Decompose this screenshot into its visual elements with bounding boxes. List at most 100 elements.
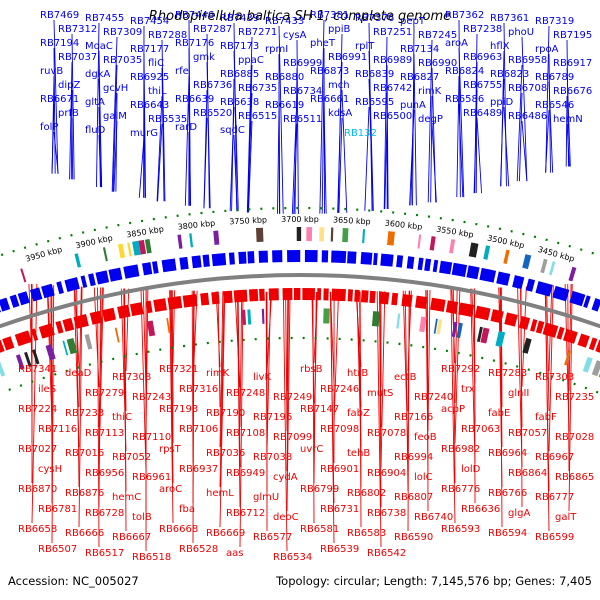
reverse-gene-label: hemC [112, 492, 141, 503]
reverse-gene-label: RB6518 [132, 552, 171, 563]
forward-gene-arrow [152, 261, 159, 274]
forward-gene-label: RB7287 [193, 24, 232, 35]
forward-gene-arrow [525, 278, 536, 292]
reverse-gene-label: rbsB [300, 364, 323, 375]
reverse-gene-label: RB6539 [320, 544, 359, 555]
leader-line [69, 61, 73, 180]
forward-gene-label: RB7173 [220, 41, 259, 52]
forward-gene-label: RB6619 [265, 100, 304, 111]
forward-cog-segment [568, 266, 577, 282]
reverse-gene-arrow [379, 291, 390, 305]
forward-cog-segment [387, 231, 395, 246]
leader-line [337, 61, 343, 213]
reverse-gene-label: RB6937 [179, 464, 218, 475]
leader-line [98, 287, 102, 508]
leader-line [161, 39, 166, 202]
tick-label: 3650 kbp [333, 215, 371, 226]
forward-gene-arrow [591, 298, 600, 312]
tick-label: 3450 kbp [537, 245, 576, 264]
forward-gene-label: RB7195 [553, 30, 592, 41]
reverse-cog-segment [241, 309, 247, 325]
leader-line [278, 81, 281, 214]
leader-line [503, 22, 507, 187]
forward-gene-label: RB6925 [130, 72, 169, 83]
forward-gene-label: RB6963 [463, 52, 502, 63]
forward-cog-segment [319, 227, 325, 242]
reverse-gene-label: RB7190 [206, 408, 245, 419]
leader-line [219, 291, 226, 528]
reverse-gene-label: fabF [535, 412, 557, 423]
leader-line [546, 285, 550, 412]
forward-gene-arrow [141, 262, 153, 276]
forward-gene-label: RB7238 [463, 24, 502, 35]
forward-gene-arrow [535, 281, 553, 297]
reverse-cog-segment [15, 354, 25, 370]
reverse-gene-label: rpsT [159, 444, 182, 455]
reverse-gene-arrow [474, 305, 491, 321]
reverse-gene-label: RB7193 [159, 404, 198, 415]
reverse-gene-labels: RB7341 deaD RB7308 RB7321 rimK livK rbsB htrB ec… [18, 364, 594, 563]
reverse-cog-segment [45, 344, 56, 361]
tick-label: 3600 kbp [384, 219, 422, 232]
forward-gene-arrow [64, 277, 80, 292]
forward-gene-arrow [161, 258, 177, 273]
reverse-gene-arrow [562, 328, 578, 344]
forward-gene-arrow [29, 287, 43, 302]
reverse-gene-label: trx [461, 384, 475, 395]
forward-gene-arrow [0, 309, 2, 313]
forward-gene-arrow [479, 267, 497, 283]
forward-gene-label: RB6736 [193, 80, 232, 91]
reverse-gene-label: thiC [112, 412, 132, 423]
forward-gene-labels: RB7469 RB7455 RB7454 RB7446 RB7439 RB7433 RB73… [40, 10, 592, 139]
forward-gene-label: RB6917 [553, 58, 592, 69]
reverse-gene-arrow [577, 333, 590, 348]
forward-gene-arrow [202, 254, 210, 268]
leader-line [500, 287, 503, 528]
reverse-gene-arrow [445, 300, 459, 314]
forward-gene-label: RB6991 [328, 52, 367, 63]
forward-gene-label: RB7035 [103, 55, 142, 66]
forward-gene-arrow [496, 271, 511, 286]
leader-line [368, 78, 374, 211]
leader-line [364, 106, 370, 211]
reverse-gene-label: RB6964 [488, 448, 527, 459]
reverse-gene-arrow [268, 288, 279, 301]
leader-line [138, 137, 145, 198]
leader-line [53, 47, 56, 174]
reverse-cog-segment [419, 316, 427, 333]
forward-cog-segment [144, 238, 152, 254]
reverse-cog-segment [84, 333, 93, 350]
forward-gene-label: ruvB [40, 66, 63, 77]
reverse-gene-label: RB6517 [85, 548, 124, 559]
forward-gene-arrow [228, 252, 235, 265]
forward-gene-arrow [451, 262, 468, 277]
leader-line [192, 290, 195, 544]
forward-gene-arrow [347, 251, 357, 264]
reverse-gene-label: lolD [461, 464, 481, 475]
reverse-gene-label: RB6864 [508, 468, 547, 479]
leader-line [285, 291, 288, 432]
tick-label: 3800 kbp [177, 219, 215, 232]
leader-line [386, 64, 389, 209]
leader-line [236, 291, 241, 508]
reverse-gene-label: fba [179, 504, 195, 515]
forward-gene-label: gltA [85, 97, 105, 108]
leader-line [206, 61, 211, 209]
leader-line [239, 291, 244, 548]
reverse-gene-arrow [401, 293, 413, 308]
reverse-gene-label: fabZ [347, 408, 370, 419]
reverse-gene-arrow [62, 317, 75, 332]
leader-line [338, 117, 343, 213]
forward-gene-label: RB6958 [508, 55, 547, 66]
reverse-gene-label: RB7036 [206, 448, 245, 459]
forward-gene-label: RB7454 [130, 16, 169, 27]
reverse-gene-arrow [518, 316, 531, 330]
reverse-gene-label: RB6982 [441, 444, 480, 455]
forward-gene-label: hflX [490, 41, 510, 52]
leader-line [521, 36, 528, 182]
leader-line [246, 92, 253, 213]
forward-gene-label: RB6742 [373, 83, 412, 94]
forward-gene-arrow [432, 259, 439, 273]
tick-label: 3900 kbp [75, 233, 114, 250]
